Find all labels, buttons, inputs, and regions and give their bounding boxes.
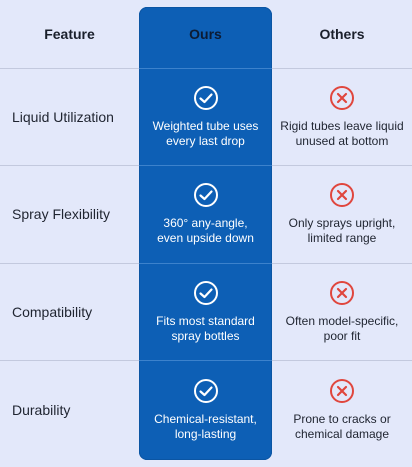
x-circle-icon: [330, 183, 354, 207]
row-divider: [0, 263, 139, 264]
ours-cell: Fits most standard spray bottles: [139, 263, 272, 360]
row-divider: [139, 360, 272, 361]
table-row: Durability Chemical-resistant, long-last…: [0, 360, 412, 460]
x-circle-icon: [330, 379, 354, 403]
header-others: Others: [319, 26, 365, 42]
row-divider: [272, 360, 412, 361]
table-row: Liquid Utilization Weighted tube uses ev…: [0, 68, 412, 165]
ours-column-highlight: [139, 7, 272, 460]
header-ours: Ours: [189, 26, 222, 42]
header-feature: Feature: [44, 26, 95, 42]
ours-text: Fits most standard spray bottles: [156, 313, 255, 343]
table-row: Spray Flexibility 360° any-angle, even u…: [0, 165, 412, 263]
others-text: Often model-specific, poor fit: [285, 313, 399, 343]
row-divider: [0, 360, 139, 361]
feature-label: Compatibility: [12, 303, 93, 320]
row-divider: [139, 165, 272, 166]
others-text: Rigid tubes leave liquid unused at botto…: [280, 118, 404, 148]
row-divider: [272, 165, 412, 166]
row-divider: [272, 263, 412, 264]
check-circle-icon: [193, 379, 218, 403]
table-row: Compatibility Fits most standard spray b…: [0, 263, 412, 360]
feature-label: Liquid Utilization: [12, 108, 114, 125]
others-text: Prone to cracks or chemical damage: [293, 412, 391, 441]
row-divider: [272, 68, 412, 69]
row-divider: [139, 68, 272, 69]
ours-text: Weighted tube uses every last drop: [152, 118, 259, 148]
x-circle-icon: [330, 85, 354, 110]
check-circle-icon: [193, 85, 218, 110]
check-circle-icon: [193, 280, 218, 305]
ours-text: 360° any-angle, even upside down: [157, 216, 254, 245]
check-circle-icon: [193, 183, 218, 207]
others-cell: Often model-specific, poor fit: [272, 263, 412, 360]
ours-text: Chemical-resistant, long-lasting: [154, 412, 257, 441]
row-divider: [139, 263, 272, 264]
feature-label: Durability: [12, 402, 71, 418]
x-circle-icon: [330, 280, 354, 305]
ours-cell: Weighted tube uses every last drop: [139, 68, 272, 165]
others-cell: Only sprays upright, limited range: [272, 165, 412, 263]
feature-label: Spray Flexibility: [12, 206, 111, 222]
ours-cell: 360° any-angle, even upside down: [139, 165, 272, 263]
row-divider: [0, 165, 139, 166]
others-text: Only sprays upright, limited range: [288, 216, 396, 245]
others-cell: Rigid tubes leave liquid unused at botto…: [272, 68, 412, 165]
others-cell: Prone to cracks or chemical damage: [272, 360, 412, 460]
row-divider: [0, 68, 139, 69]
ours-cell: Chemical-resistant, long-lasting: [139, 360, 272, 460]
